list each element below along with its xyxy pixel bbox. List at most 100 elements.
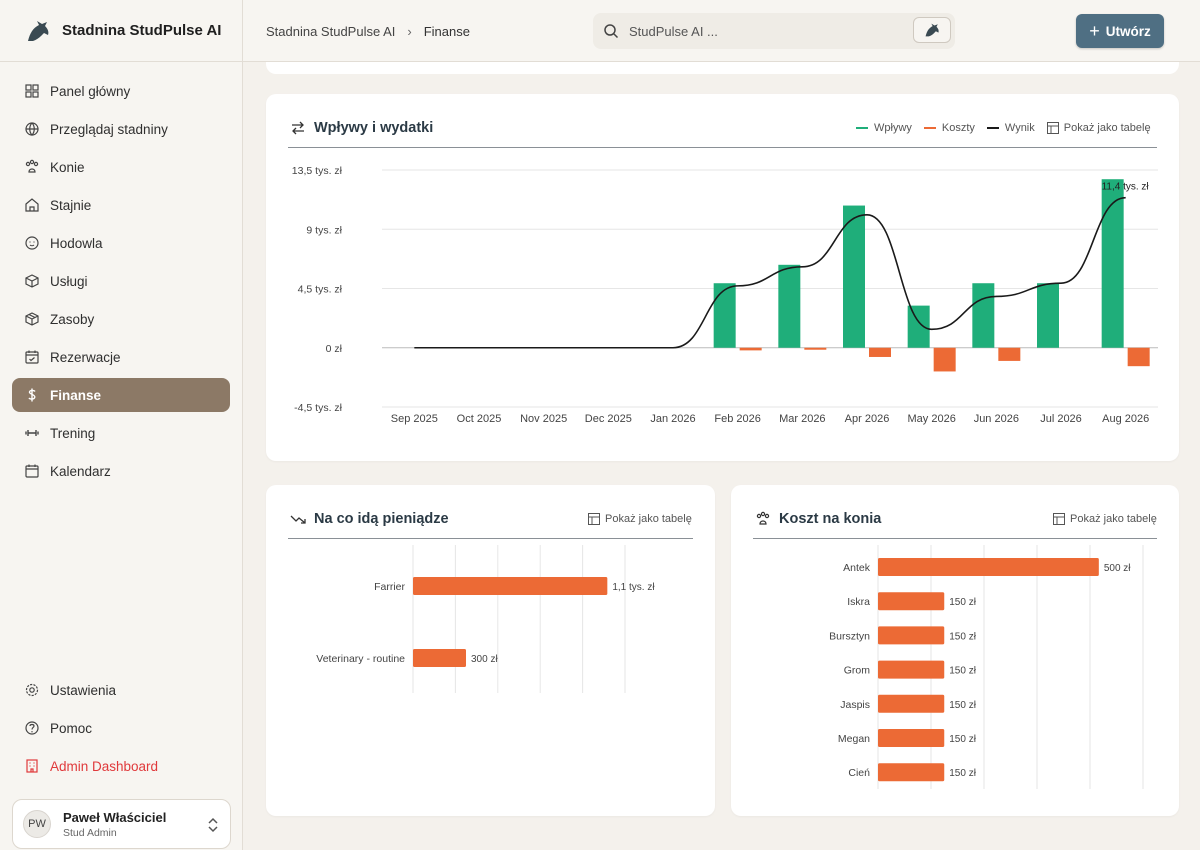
show-as-table-toggle[interactable]: Pokaż jako tabelę	[588, 513, 692, 525]
data-label: 150 zł	[949, 666, 976, 677]
create-label: Utwórz	[1105, 23, 1151, 39]
sidebar-item-label: Hodowla	[50, 235, 103, 251]
globe-icon	[24, 121, 40, 137]
x-tick-label: Dec 2025	[585, 413, 632, 425]
show-as-table-toggle[interactable]: Pokaż jako tabelę	[1046, 122, 1151, 134]
legend-result[interactable]: Wynik	[986, 122, 1035, 134]
gear-icon	[24, 682, 40, 698]
search-icon	[604, 24, 619, 39]
user-menu[interactable]: PW Paweł Właściciel Stud Admin	[12, 799, 231, 849]
category-label: Megan	[838, 733, 870, 745]
y-tick-label: 4,5 tys. zł	[298, 284, 343, 296]
cost-per-horse-title: Koszt na konia	[779, 511, 882, 527]
paw-icon	[756, 511, 770, 525]
cost-bar	[1127, 347, 1150, 367]
category-label: Iskra	[847, 596, 870, 608]
spending-title: Na co idą pieniądze	[314, 511, 449, 527]
table-icon	[1046, 122, 1059, 134]
data-label: 150 zł	[949, 631, 976, 642]
x-tick-label: Jan 2026	[650, 413, 695, 425]
user-name: Paweł Właściciel	[63, 809, 167, 825]
sidebar-item-panel-główny[interactable]: Panel główny	[12, 74, 230, 108]
x-tick-label: Oct 2025	[457, 413, 502, 425]
data-label: 1,1 tys. zł	[612, 582, 655, 593]
x-tick-label: Aug 2026	[1102, 413, 1149, 425]
building-icon	[24, 758, 40, 774]
chevron-up-down-icon	[208, 817, 218, 833]
sidebar-item-kalendarz[interactable]: Kalendarz	[12, 454, 230, 488]
sidebar-item-zasoby[interactable]: Zasoby	[12, 302, 230, 336]
legend-costs[interactable]: Koszty	[923, 122, 975, 134]
cost-bar	[878, 592, 945, 611]
cost-per-horse-chart: Antek 500 zł Iskra 150 zł Bursztyn 150 zł Grom…	[829, 545, 1144, 789]
cost-bar	[998, 347, 1021, 361]
cost-bar	[869, 347, 891, 357]
sidebar-item-trening[interactable]: Trening	[12, 416, 230, 450]
cost-bar	[933, 347, 956, 372]
sidebar-item-label: Admin Dashboard	[50, 758, 159, 774]
brand[interactable]: Stadnina StudPulse AI	[0, 0, 242, 62]
y-tick-label: -4,5 tys. zł	[294, 402, 343, 414]
breadcrumb-current: Finanse	[423, 24, 470, 39]
sidebar-item-label: Zasoby	[50, 311, 95, 327]
search-bar	[593, 13, 955, 49]
main-nav: Panel główny Przeglądaj stadniny Konie Staj…	[0, 62, 242, 488]
data-label: 150 zł	[949, 734, 976, 745]
show-as-table-toggle[interactable]: Pokaż jako tabelę	[1053, 513, 1157, 525]
income-bar	[972, 283, 995, 348]
dollar-icon	[24, 387, 40, 403]
ai-assistant-button[interactable]	[913, 17, 951, 43]
legend-income[interactable]: Wpływy	[856, 122, 912, 134]
cost-bar	[804, 347, 827, 350]
income-bar	[907, 305, 930, 348]
calendar-check-icon	[24, 349, 40, 365]
dumbbell-icon	[24, 425, 40, 441]
sidebar-item-pomoc[interactable]: Pomoc	[12, 711, 230, 745]
category-label: Jaspis	[840, 699, 870, 711]
cost-bar	[878, 694, 945, 713]
divider	[288, 538, 693, 539]
home-icon	[24, 197, 40, 213]
package-icon	[24, 273, 40, 289]
y-tick-label: 0 zł	[326, 343, 343, 355]
create-button[interactable]: + Utwórz	[1076, 14, 1164, 48]
divider	[288, 147, 1157, 148]
sidebar-item-stajnie[interactable]: Stajnie	[12, 188, 230, 222]
sidebar-item-finanse[interactable]: Finanse	[12, 378, 230, 412]
category-label: Veterinary - routine	[316, 653, 405, 665]
sidebar-item-ustawienia[interactable]: Ustawienia	[12, 673, 230, 707]
horse-logo-icon	[925, 23, 939, 37]
x-tick-label: Sep 2025	[391, 413, 438, 425]
sidebar-item-hodowla[interactable]: Hodowla	[12, 226, 230, 260]
cost-bar	[878, 626, 945, 645]
income-bar	[1101, 179, 1124, 348]
sidebar-item-label: Usługi	[50, 273, 88, 289]
sidebar-item-label: Pomoc	[50, 720, 93, 736]
category-label: Cień	[848, 767, 870, 779]
avatar: PW	[23, 810, 51, 838]
sidebar-item-rezerwacje[interactable]: Rezerwacje	[12, 340, 230, 374]
breadcrumb-root[interactable]: Stadnina StudPulse AI	[266, 24, 396, 39]
sidebar-item-label: Rezerwacje	[50, 349, 121, 365]
sidebar-item-przeglądaj-stadniny[interactable]: Przeglądaj stadniny	[12, 112, 230, 146]
sidebar-item-label: Finanse	[50, 387, 102, 403]
chevron-right-icon: ›	[407, 24, 412, 39]
sidebar-item-label: Trening	[50, 425, 96, 441]
income-bar	[713, 283, 736, 348]
sidebar-item-konie[interactable]: Konie	[12, 150, 230, 184]
previous-card-edge	[266, 62, 1179, 74]
cost-bar	[878, 763, 945, 782]
sidebar-item-admin-dashboard[interactable]: Admin Dashboard	[12, 749, 230, 783]
cost-bar	[878, 729, 945, 747]
sidebar-item-usługi[interactable]: Usługi	[12, 264, 230, 298]
sidebar-item-label: Ustawienia	[50, 682, 117, 698]
calendar-icon	[24, 463, 40, 479]
card-title: Na co idą pieniądze	[290, 511, 449, 527]
x-tick-label: Nov 2025	[520, 413, 567, 425]
sidebar-item-label: Przeglądaj stadniny	[50, 121, 168, 137]
horse-logo-icon	[28, 20, 49, 41]
category-label: Grom	[844, 665, 871, 677]
category-label: Antek	[843, 562, 871, 574]
sidebar-item-label: Stajnie	[50, 197, 92, 213]
search-input[interactable]	[629, 23, 899, 39]
